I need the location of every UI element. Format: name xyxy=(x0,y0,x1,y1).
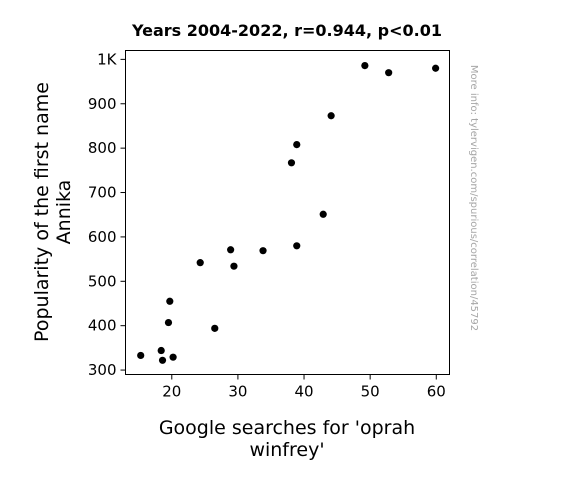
y-tick-label: 300 xyxy=(88,361,117,379)
data-point-7 xyxy=(211,324,219,332)
y-tick-label: 800 xyxy=(88,139,117,157)
y-axis: 300 400 500 600 700 800 900 1K xyxy=(88,50,126,379)
y-axis-label-2: Annika xyxy=(53,180,75,245)
data-point-10 xyxy=(259,247,267,255)
y-axis-label-line-2: Annika xyxy=(53,180,75,245)
x-tick-label: 50 xyxy=(361,383,380,401)
data-point-16 xyxy=(361,61,369,70)
data-point-9 xyxy=(230,262,238,270)
data-point-14 xyxy=(319,210,327,218)
y-axis-label-line-1: Popularity of the first name xyxy=(31,82,53,342)
data-points xyxy=(137,61,440,364)
data-point-8 xyxy=(227,246,235,254)
data-point-6 xyxy=(196,259,204,267)
x-tick-label: 60 xyxy=(427,383,446,401)
x-tick-label: 20 xyxy=(162,383,181,401)
data-point-4 xyxy=(166,297,174,305)
data-point-5 xyxy=(169,353,177,361)
data-point-2 xyxy=(158,356,167,364)
plot-area xyxy=(125,50,450,375)
data-point-15 xyxy=(327,112,335,120)
data-point-11 xyxy=(287,159,296,167)
data-point-12 xyxy=(293,140,301,149)
x-axis-label-line-2: winfrey' xyxy=(249,439,324,461)
y-tick-label: 900 xyxy=(88,95,117,113)
data-point-18 xyxy=(432,64,440,72)
chart-title: Years 2004-2022, r=0.944, p<0.01 xyxy=(131,21,442,40)
y-tick-label: 1K xyxy=(97,50,118,68)
x-axis: 20 30 40 50 60 xyxy=(162,374,446,401)
y-tick-label: 400 xyxy=(88,317,117,335)
y-axis-label: Popularity of the first name xyxy=(31,82,53,342)
source-note: More info: tylervigen.com/spurious/corre… xyxy=(468,65,479,331)
x-axis-label-line-1: Google searches for 'oprah xyxy=(159,417,415,439)
data-point-17 xyxy=(385,69,393,77)
data-point-3 xyxy=(164,318,173,327)
x-tick-label: 40 xyxy=(294,383,313,401)
data-point-1 xyxy=(157,346,165,355)
y-tick-label: 600 xyxy=(88,228,117,246)
data-point-13 xyxy=(293,242,301,250)
data-point-0 xyxy=(137,351,145,360)
y-tick-label: 500 xyxy=(88,272,117,290)
source-note-text: More info: tylervigen.com/spurious/corre… xyxy=(468,65,479,331)
x-tick-label: 30 xyxy=(228,383,247,401)
y-tick-label: 700 xyxy=(88,184,117,202)
